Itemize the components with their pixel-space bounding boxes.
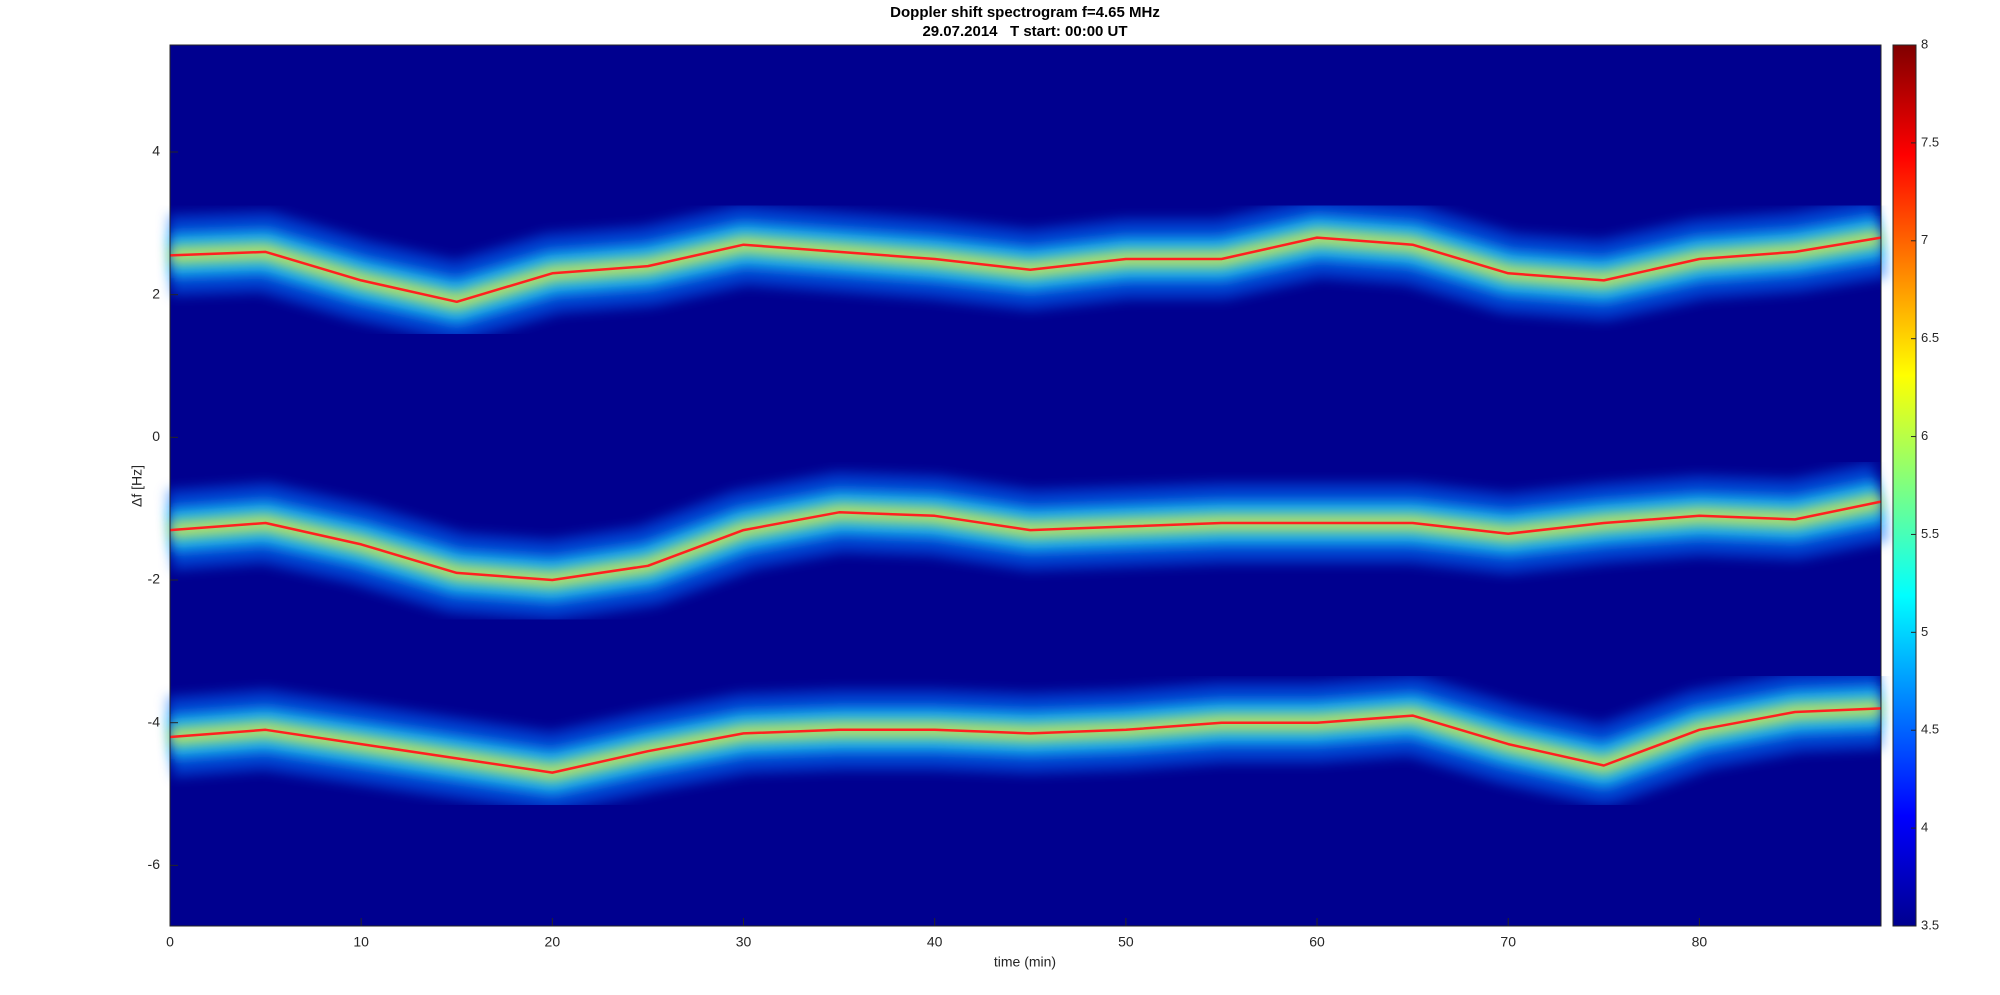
y-tick-label: 4 [152,143,160,159]
colorbar-tick-label: 3.5 [1921,917,1939,932]
colorbar-tick-label: 5.5 [1921,526,1939,541]
colorbar-tick-label: 8 [1921,36,1928,51]
y-tick-label: -4 [148,713,161,729]
plot-frame [169,44,1882,927]
x-tick-label: 40 [927,934,943,950]
colorbar-tick-label: 4.5 [1921,722,1939,737]
y-tick-label: -2 [148,571,161,587]
colorbar-tick-label: 6.5 [1921,330,1939,345]
y-tick-label: 0 [152,428,160,444]
x-tick-label: 70 [1500,934,1516,950]
colorbar-tick-label: 4 [1921,820,1928,835]
x-tick-label: 80 [1692,934,1708,950]
x-tick-label: 0 [166,934,174,950]
colorbar-tick-label: 7.5 [1921,134,1939,149]
ridge-line [169,500,1882,582]
x-tick-label: 20 [545,934,561,950]
colorbar-tick-label: 7 [1921,232,1928,247]
colorbar-tick-label: 5 [1921,624,1928,639]
chart-title: Doppler shift spectrogram f=4.65 MHz [890,4,1160,21]
x-tick-label: 30 [736,934,752,950]
x-tick-label: 50 [1118,934,1134,950]
ridge-line [169,236,1882,304]
y-axis-label: Δf [Hz] [129,465,145,507]
colorbar [1892,44,1917,927]
x-axis-label: time (min) [994,954,1056,970]
y-tick-label: 2 [152,285,160,301]
y-tick-label: -6 [148,856,161,872]
x-tick-label: 60 [1309,934,1325,950]
ridge-line [169,707,1882,774]
colorbar-tick-label: 6 [1921,428,1928,443]
x-tick-label: 10 [353,934,369,950]
chart-subtitle: 29.07.2014 T start: 00:00 UT [922,23,1127,40]
